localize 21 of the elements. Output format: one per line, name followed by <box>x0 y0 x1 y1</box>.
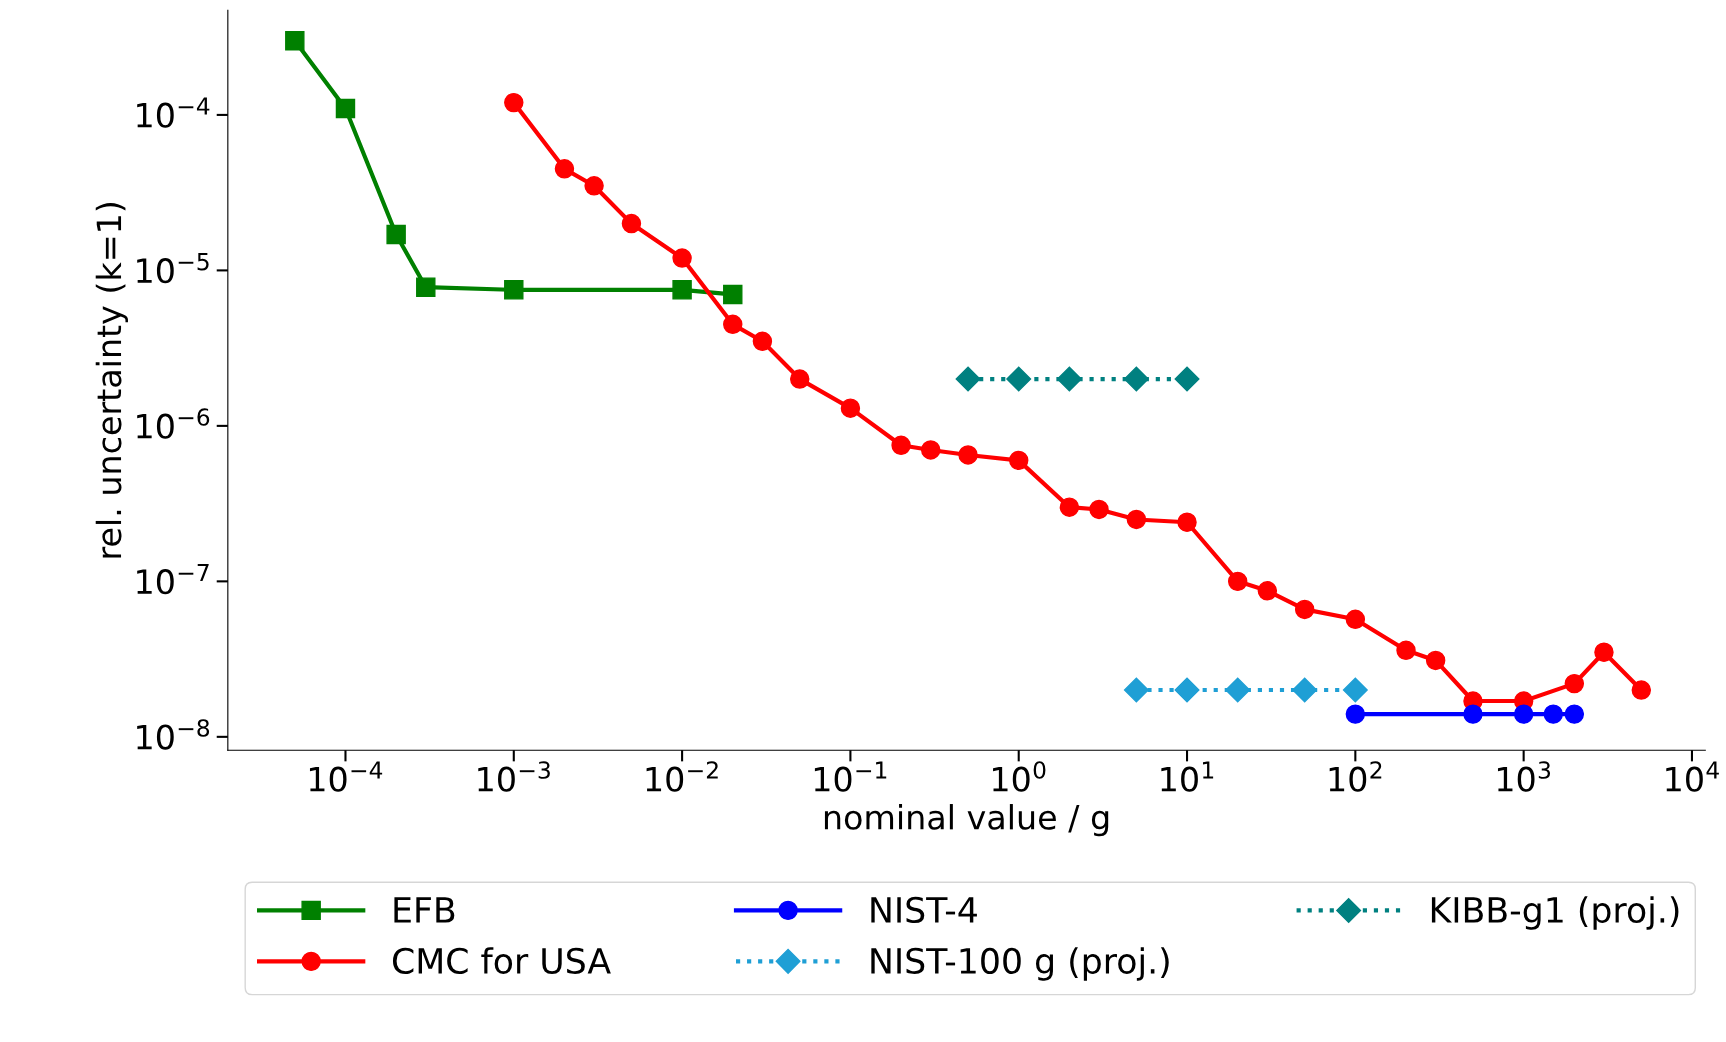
y-tick-label: 10$^{−7}$ <box>137 564 209 595</box>
x-tick-label: 10$^{0}$ <box>993 761 1046 792</box>
legend-label: EFB <box>394 897 455 923</box>
legend-label: CMC for USA <box>392 947 611 974</box>
x-tick-label: 10$^{−4}$ <box>309 761 383 792</box>
y-tick-label: 10$^{−8}$ <box>137 719 210 750</box>
legend-label: KIBB-g1 (proj.) <box>1431 896 1679 930</box>
y-tick-label: 10$^{−6}$ <box>137 408 210 439</box>
y-tick-label: 10$^{−5}$ <box>137 253 209 284</box>
x-tick-label: 10$^{1}$ <box>1161 761 1214 792</box>
legend-label: NIST-4 <box>871 896 977 924</box>
x-tick-label: 10$^{3}$ <box>1497 761 1551 792</box>
x-axis-title: nominal value / g <box>824 804 1109 837</box>
x-tick-label: 10$^{−1}$ <box>814 761 887 792</box>
x-tick-label: 10$^{2}$ <box>1329 761 1382 792</box>
x-tick-label: 10$^{4}$ <box>1666 761 1719 792</box>
y-axis-title: rel. uncertainty (k=1) <box>95 202 128 558</box>
legend-label: NIST-100 g (proj.) <box>871 947 1169 981</box>
x-tick-label: 10$^{−3}$ <box>478 761 550 792</box>
x-tick-label: 10$^{−2}$ <box>646 761 718 792</box>
y-tick-label: 10$^{−4}$ <box>137 97 210 128</box>
